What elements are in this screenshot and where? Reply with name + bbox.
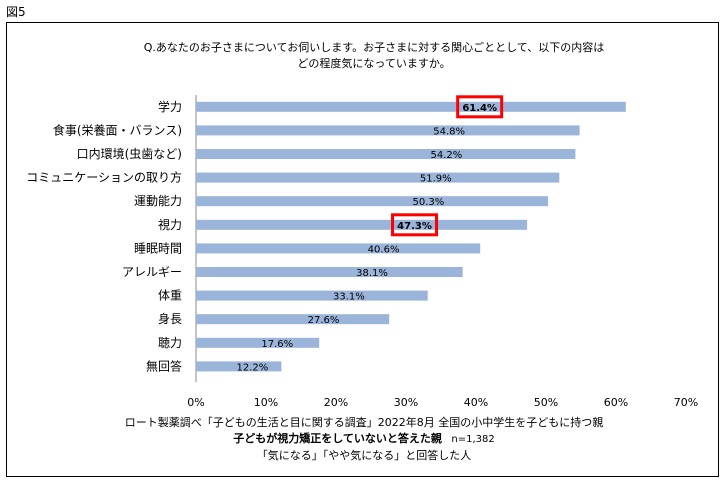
category-label: 無回答 bbox=[146, 358, 182, 373]
x-tick-label: 0% bbox=[187, 396, 204, 409]
category-label: 睡眠時間 bbox=[134, 241, 182, 255]
category-label: 体重 bbox=[158, 289, 182, 303]
bar bbox=[196, 267, 463, 277]
bar bbox=[196, 314, 390, 325]
bar bbox=[196, 361, 282, 372]
category-label: 口内環境(虫歯など) bbox=[77, 146, 182, 161]
x-tick-label: 50% bbox=[534, 396, 558, 409]
value-label: 12.2% bbox=[236, 362, 268, 373]
bar bbox=[196, 219, 528, 230]
category-label: 身長 bbox=[158, 311, 182, 326]
category-label: 聴力 bbox=[158, 336, 182, 350]
bar bbox=[196, 149, 576, 159]
value-label: 33.1% bbox=[333, 292, 365, 303]
bar bbox=[196, 337, 320, 348]
value-label: 38.1% bbox=[356, 268, 388, 279]
x-tick-label: 40% bbox=[464, 396, 488, 409]
category-label: コミュニケーションの取り方 bbox=[26, 170, 182, 185]
x-tick-label: 10% bbox=[254, 396, 278, 409]
category-label: 食事(栄養面・バランス) bbox=[53, 122, 182, 137]
chart-frame bbox=[6, 22, 719, 477]
value-label: 54.8% bbox=[433, 126, 465, 137]
value-label: 61.4% bbox=[462, 103, 497, 114]
bar bbox=[196, 125, 580, 136]
x-tick-label: 20% bbox=[324, 396, 348, 409]
value-label: 47.3% bbox=[397, 221, 432, 232]
value-label: 51.9% bbox=[420, 174, 452, 185]
footer-respondents: 「気になる」「やや気になる」と回答した人 bbox=[256, 449, 472, 462]
x-tick-label: 30% bbox=[394, 396, 418, 409]
value-label: 40.6% bbox=[368, 244, 400, 255]
value-label: 27.6% bbox=[308, 315, 340, 326]
value-label: 54.2% bbox=[431, 150, 463, 161]
bar bbox=[196, 243, 481, 254]
value-label: 17.6% bbox=[261, 339, 293, 350]
highlight-box bbox=[391, 213, 439, 237]
bar bbox=[196, 101, 626, 112]
category-label: アレルギー bbox=[122, 265, 182, 279]
x-tick-label: 70% bbox=[674, 396, 698, 409]
x-tick-label: 60% bbox=[604, 396, 628, 409]
footer-condition: 子どもが視力矯正をしていないと答えた親 bbox=[233, 432, 442, 445]
footer-note: ロート製薬調べ「子どもの生活と目に関する調査」2022年8月 全国の小中学生を子… bbox=[0, 415, 728, 464]
question-text: Q.あなたのお子さまについてお伺いします。お子さまに対する関心ごととして、以下の… bbox=[0, 40, 728, 72]
question-line-2: どの程度気になっていますか。 bbox=[297, 57, 451, 70]
footer-source: ロート製薬調べ「子どもの生活と目に関する調査」2022年8月 全国の小中学生を子… bbox=[124, 416, 604, 429]
category-label: 運動能力 bbox=[134, 194, 182, 208]
value-label: 50.3% bbox=[412, 197, 444, 208]
bar bbox=[196, 290, 428, 301]
question-line-1: Q.あなたのお子さまについてお伺いします。お子さまに対する関心ごととして、以下の… bbox=[143, 41, 605, 54]
category-label: 学力 bbox=[158, 99, 182, 114]
footer-sample-size: n=1,382 bbox=[451, 434, 495, 445]
highlight-box bbox=[456, 95, 504, 119]
bar bbox=[196, 172, 560, 183]
bar bbox=[196, 196, 549, 207]
category-label: 視力 bbox=[158, 217, 182, 232]
figure-label: 図5 bbox=[6, 5, 26, 19]
